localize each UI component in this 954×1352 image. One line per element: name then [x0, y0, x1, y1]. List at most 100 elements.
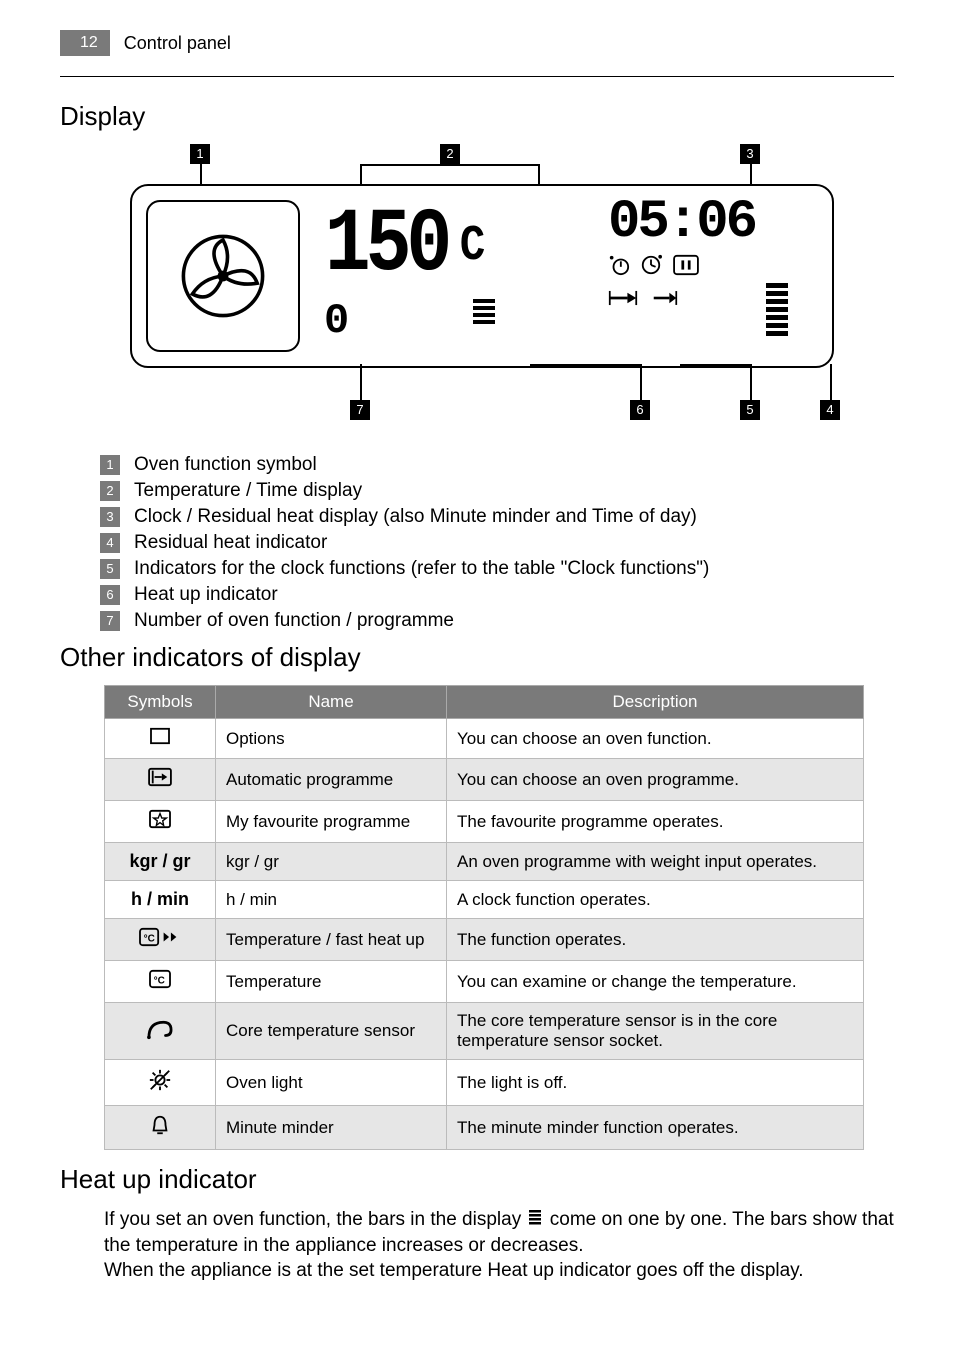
- legend-num-3: 3: [100, 507, 120, 527]
- clock-dot-icon: [640, 254, 662, 276]
- table-row: kgr / gr kgr / gr An oven programme with…: [105, 843, 864, 881]
- lead-line: [640, 364, 642, 400]
- symbol-auto: [105, 759, 216, 801]
- clock-value: 05:06: [608, 196, 818, 250]
- symbol-hmin: h / min: [105, 881, 216, 919]
- legend-num-4: 4: [100, 533, 120, 553]
- name-fav: My favourite programme: [216, 801, 447, 843]
- section-title-heatup: Heat up indicator: [60, 1164, 894, 1195]
- table-row: Automatic programme You can choose an ov…: [105, 759, 864, 801]
- legend-num-1: 1: [100, 455, 120, 475]
- lead-line: [200, 164, 202, 184]
- heatup-text-3: When the appliance is at the set tempera…: [104, 1260, 804, 1281]
- legend-num-5: 5: [100, 559, 120, 579]
- lead-line: [680, 364, 750, 366]
- temperature-value: 150C: [314, 201, 608, 291]
- header-section-title: Control panel: [124, 33, 231, 54]
- pause-box-icon: [672, 254, 700, 276]
- desc-kgr: An oven programme with weight input oper…: [447, 843, 864, 881]
- symbol-options: [105, 719, 216, 759]
- symbol-probe: [105, 1003, 216, 1060]
- name-options: Options: [216, 719, 447, 759]
- callout-7: 7: [350, 400, 370, 420]
- heatup-paragraph: If you set an oven function, the bars in…: [104, 1207, 894, 1284]
- legend-text-5: Indicators for the clock functions (refe…: [134, 558, 709, 580]
- legend-num-6: 6: [100, 585, 120, 605]
- symbol-bell: [105, 1106, 216, 1150]
- legend-text-1: Oven function symbol: [134, 454, 317, 476]
- diagram-legend: 1 Oven function symbol 2 Temperature / Tim…: [100, 454, 894, 632]
- section-title-display: Display: [60, 101, 894, 132]
- table-row: h / min h / min A clock function operate…: [105, 881, 864, 919]
- legend-text-7: Number of oven function / programme: [134, 610, 454, 632]
- header-rule: [60, 76, 894, 77]
- favourite-icon: [148, 809, 172, 829]
- light-off-icon: [148, 1068, 172, 1092]
- table-row: Options You can choose an oven function.: [105, 719, 864, 759]
- name-kgr: kgr / gr: [216, 843, 447, 881]
- callout-4: 4: [820, 400, 840, 420]
- desc-temp: You can examine or change the temperatur…: [447, 961, 864, 1003]
- desc-fav: The favourite programme operates.: [447, 801, 864, 843]
- lead-line: [360, 364, 362, 400]
- probe-icon: [145, 1017, 175, 1041]
- display-diagram: 1 2 3 150C 0: [100, 144, 854, 444]
- callout-1: 1: [190, 144, 210, 164]
- desc-tempfast: The function operates.: [447, 919, 864, 961]
- lead-line: [360, 164, 540, 166]
- inline-bars-icon: [528, 1207, 542, 1233]
- symbol-fav: [105, 801, 216, 843]
- legend-num-7: 7: [100, 611, 120, 631]
- table-row: °C Temperature You can examine or change…: [105, 961, 864, 1003]
- callout-3: 3: [740, 144, 760, 164]
- lead-line: [830, 364, 832, 400]
- desc-bell: The minute minder function operates.: [447, 1106, 864, 1150]
- timer-dot-icon: [608, 254, 630, 276]
- legend-text-2: Temperature / Time display: [134, 480, 362, 502]
- clock-area: 05:06: [608, 186, 832, 366]
- symbol-tempfast: °C: [105, 919, 216, 961]
- heatup-text-1: If you set an oven function, the bars in…: [104, 1209, 526, 1230]
- legend-num-2: 2: [100, 481, 120, 501]
- page-number: 12: [60, 30, 110, 56]
- legend-text-3: Clock / Residual heat display (also Minu…: [134, 506, 697, 528]
- section-title-indicators: Other indicators of display: [60, 642, 894, 673]
- lead-line: [360, 164, 362, 184]
- name-probe: Core temperature sensor: [216, 1003, 447, 1060]
- lead-line: [750, 364, 752, 400]
- options-icon: [149, 727, 171, 745]
- name-tempfast: Temperature / fast heat up: [216, 919, 447, 961]
- lead-line: [530, 364, 640, 366]
- arrow-right-icon: [652, 288, 678, 308]
- fan-icon: [178, 231, 268, 321]
- programme-number: 0: [324, 297, 349, 345]
- desc-hmin: A clock function operates.: [447, 881, 864, 919]
- callout-2: 2: [440, 144, 460, 164]
- name-bell: Minute minder: [216, 1106, 447, 1150]
- heatup-bars-icon: [469, 297, 499, 345]
- symbol-light: [105, 1060, 216, 1106]
- display-frame: 150C 0 05:06: [130, 184, 834, 368]
- minute-minder-icon: [149, 1114, 171, 1136]
- svg-text:°C: °C: [144, 934, 155, 945]
- desc-light: The light is off.: [447, 1060, 864, 1106]
- table-row: Oven light The light is off.: [105, 1060, 864, 1106]
- svg-text:°C: °C: [154, 976, 165, 987]
- table-row: °C Temperature / fast heat up The functi…: [105, 919, 864, 961]
- name-hmin: h / min: [216, 881, 447, 919]
- oven-function-symbol: [146, 200, 300, 352]
- residual-heat-bars: [764, 283, 790, 348]
- symbol-kgr: kgr / gr: [105, 843, 216, 881]
- auto-programme-icon: [147, 767, 173, 787]
- temperature-icon: °C: [148, 969, 172, 989]
- arrow-end-icon: [608, 288, 638, 308]
- th-symbols: Symbols: [105, 686, 216, 719]
- th-name: Name: [216, 686, 447, 719]
- indicators-table: Symbols Name Description Options You can…: [104, 685, 864, 1150]
- lead-line: [750, 164, 752, 184]
- th-description: Description: [447, 686, 864, 719]
- name-light: Oven light: [216, 1060, 447, 1106]
- legend-text-4: Residual heat indicator: [134, 532, 327, 554]
- name-temp: Temperature: [216, 961, 447, 1003]
- desc-options: You can choose an oven function.: [447, 719, 864, 759]
